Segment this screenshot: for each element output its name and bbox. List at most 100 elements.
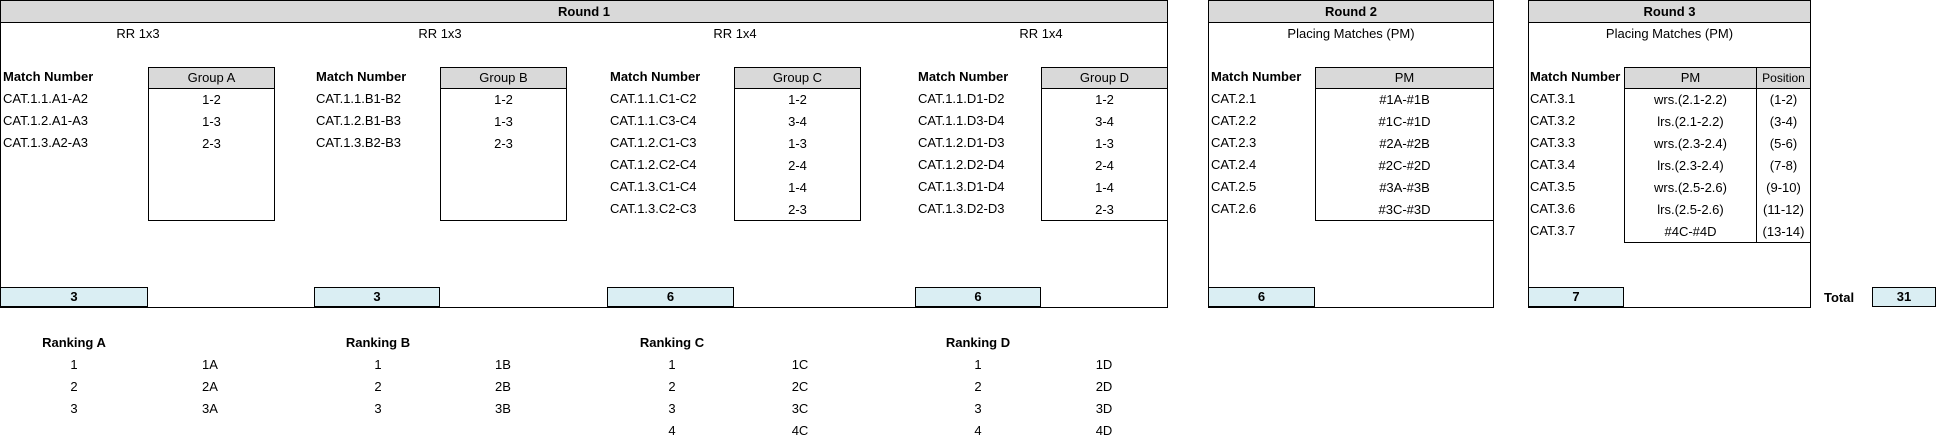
- match-number: CAT.1.2.C2-C4: [610, 157, 697, 172]
- ranking-code: 2B: [495, 379, 511, 394]
- position-range: (3-4): [1769, 114, 1798, 129]
- match-number: CAT.1.2.C1-C3: [610, 135, 697, 150]
- match-number: CAT.1.3.D1-D4: [918, 179, 1005, 194]
- position-range: (9-10): [1766, 180, 1801, 195]
- ranking-rank: 1: [374, 357, 382, 372]
- position-range: (5-6): [1769, 136, 1798, 151]
- match-number: CAT.1.2.D1-D3: [918, 135, 1005, 150]
- round1-group-format: RR 1x3: [116, 26, 160, 41]
- round3-pm-header: PM: [1625, 68, 1756, 89]
- match-number: CAT.3.2: [1530, 113, 1576, 128]
- ranking-title: Ranking B: [345, 335, 411, 350]
- ranking-title: Ranking A: [42, 335, 106, 350]
- position-range: (1-2): [1769, 92, 1798, 107]
- ranking-code: 1D: [1095, 357, 1113, 372]
- ranking-rank: 2: [374, 379, 382, 394]
- round3-position-header: Position: [1757, 68, 1810, 89]
- group-pair: 3-4: [788, 114, 807, 129]
- ranking-rank: 4: [668, 423, 676, 438]
- round1-group-box: Group B 1-2 1-3 2-3: [440, 67, 567, 221]
- pm-pair: wrs.(2.5-2.6): [1654, 180, 1727, 195]
- round1-match-number-label: Match Number: [918, 69, 1009, 84]
- group-pair: 2-4: [1095, 158, 1114, 173]
- pm-pair: lrs.(2.1-2.2): [1657, 114, 1724, 129]
- group-header: Group D: [1042, 68, 1167, 89]
- round1-group-count: 6: [915, 287, 1041, 307]
- pm-pair: #3A-#3B: [1379, 180, 1430, 195]
- group-pair: 1-2: [494, 92, 513, 107]
- round1-group-box: Group D 1-2 3-4 1-3 2-4 1-4 2-3: [1041, 67, 1168, 221]
- total-label: Total: [1824, 290, 1855, 305]
- match-number: CAT.3.3: [1530, 135, 1576, 150]
- ranking-rank: 1: [70, 357, 78, 372]
- ranking-code: 3A: [202, 401, 218, 416]
- position-range: (13-14): [1762, 224, 1805, 239]
- pm-pair: #4C-#4D: [1664, 224, 1717, 239]
- ranking-rank: 3: [70, 401, 78, 416]
- match-number: CAT.1.3.D2-D3: [918, 201, 1005, 216]
- round1-group-count: 6: [607, 287, 734, 307]
- total-value: 31: [1872, 287, 1936, 307]
- group-pair: 1-3: [788, 136, 807, 151]
- pm-pair: wrs.(2.1-2.2): [1654, 92, 1727, 107]
- group-pair: 2-3: [494, 136, 513, 151]
- match-number: CAT.2.5: [1211, 179, 1257, 194]
- group-pair: 1-3: [1095, 136, 1114, 151]
- round2-match-list: CAT.2.1 CAT.2.2 CAT.2.3 CAT.2.4 CAT.2.5 CAT.2…: [1211, 88, 1256, 220]
- round1-group-box: Group A 1-2 1-3 2-3: [148, 67, 275, 221]
- group-pair: 1-3: [494, 114, 513, 129]
- round1-match-number-label: Match Number: [610, 69, 701, 84]
- group-pair: 1-2: [202, 92, 221, 107]
- match-number: CAT.1.2.B1-B3: [316, 113, 402, 128]
- ranking-code: 1C: [791, 357, 809, 372]
- group-pair: 1-4: [1095, 180, 1114, 195]
- match-number: CAT.1.3.C2-C3: [610, 201, 697, 216]
- ranking-title: Ranking C: [639, 335, 705, 350]
- match-number: CAT.3.1: [1530, 91, 1576, 106]
- round1-group-count: 3: [0, 287, 148, 307]
- round2-pm-header: PM: [1316, 68, 1493, 89]
- round3-pm-box: PM wrs.(2.1-2.2) lrs.(2.1-2.2) wrs.(2.3-2.…: [1624, 67, 1757, 243]
- ranking-rank: 2: [668, 379, 676, 394]
- group-header: Group A: [149, 68, 274, 89]
- group-pair: 3-4: [1095, 114, 1114, 129]
- ranking-code: 4C: [791, 423, 809, 438]
- ranking-rank: 3: [668, 401, 676, 416]
- round2-title: Round 2: [1209, 1, 1493, 23]
- match-number: CAT.3.6: [1530, 201, 1576, 216]
- match-number: CAT.2.1: [1211, 91, 1257, 106]
- match-number: CAT.1.3.B2-B3: [316, 135, 402, 150]
- group-pair: 1-2: [1095, 92, 1114, 107]
- ranking-code: 3B: [495, 401, 511, 416]
- ranking-code: 4D: [1095, 423, 1113, 438]
- pm-pair: #2C-#2D: [1378, 158, 1431, 173]
- match-number: CAT.2.2: [1211, 113, 1257, 128]
- match-number: CAT.1.1.B1-B2: [316, 91, 402, 106]
- pm-pair: wrs.(2.3-2.4): [1654, 136, 1727, 151]
- round1-group-format: RR 1x4: [1019, 26, 1063, 41]
- round1-title: Round 1: [1, 1, 1167, 23]
- ranking-rank: 1: [668, 357, 676, 372]
- round1-match-number-label: Match Number: [3, 69, 94, 84]
- pm-pair: #2A-#2B: [1379, 136, 1430, 151]
- match-number: CAT.3.4: [1530, 157, 1576, 172]
- match-number: CAT.2.4: [1211, 157, 1257, 172]
- group-pair: 2-3: [202, 136, 221, 151]
- ranking-code: 2D: [1095, 379, 1113, 394]
- group-header: Group C: [735, 68, 860, 89]
- ranking-rank: 2: [70, 379, 78, 394]
- match-number: CAT.1.3.C1-C4: [610, 179, 697, 194]
- position-range: (7-8): [1769, 158, 1798, 173]
- round1-group-count: 3: [314, 287, 440, 307]
- round3-title: Round 3: [1529, 1, 1810, 23]
- match-number: CAT.1.3.A2-A3: [3, 135, 89, 150]
- group-pair: 1-3: [202, 114, 221, 129]
- ranking-code: 1A: [202, 357, 218, 372]
- match-number: CAT.1.1.C1-C2: [610, 91, 697, 106]
- ranking-title: Ranking D: [945, 335, 1011, 350]
- round3-count: 7: [1528, 287, 1624, 307]
- ranking-rank: 1: [974, 357, 982, 372]
- ranking-code: 2C: [791, 379, 809, 394]
- round1-group-format: RR 1x3: [418, 26, 462, 41]
- round3-position-box: Position (1-2) (3-4) (5-6) (7-8) (9-10) (11-1…: [1756, 67, 1811, 243]
